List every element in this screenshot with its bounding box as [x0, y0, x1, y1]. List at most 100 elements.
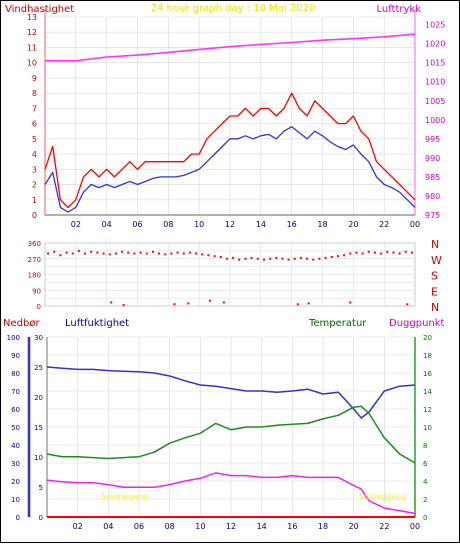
direction-point	[318, 257, 321, 260]
wind-average-line	[44, 126, 416, 213]
pressure-line	[45, 33, 416, 62]
x-tick-label: 18	[317, 220, 327, 229]
x-tick-label: 06	[132, 220, 142, 229]
temperature-tick-label: 2	[423, 496, 427, 504]
x-tick-label: 14	[257, 522, 267, 531]
direction-point	[213, 255, 216, 258]
pressure-tick-label: 995	[425, 135, 440, 144]
temperature-tick-label: 18	[423, 352, 432, 360]
x-tick-label: 12	[226, 522, 236, 531]
direction-tick-label: 90	[32, 287, 41, 295]
direction-point	[219, 256, 222, 258]
direction-point	[361, 252, 364, 255]
direction-point	[269, 257, 272, 260]
x-tick-label: 16	[287, 522, 297, 531]
direction-point	[225, 257, 228, 260]
direction-point	[90, 250, 93, 253]
humidity-tick-label: 5	[39, 484, 43, 492]
direction-point	[275, 256, 278, 259]
precip-tick-label: 20	[11, 478, 20, 486]
direction-point	[122, 304, 125, 307]
x-tick-label: 20	[348, 220, 358, 229]
temperature-line	[46, 405, 416, 464]
direction-point	[299, 256, 302, 259]
wind-tick-label: 7	[32, 104, 37, 113]
direction-point	[47, 252, 50, 255]
direction-point	[208, 299, 211, 302]
direction-point	[404, 250, 407, 253]
direction-tick-label: 270	[28, 256, 41, 264]
x-tick-label: 00	[410, 220, 420, 229]
x-tick-label: 08	[163, 220, 173, 229]
humidity-line	[46, 366, 416, 419]
pressure-axis-title: Lufttrykk	[376, 4, 421, 15]
direction-point	[110, 301, 113, 304]
humidity-tick-label: 20	[34, 394, 43, 402]
direction-tick-label: 360	[28, 240, 41, 248]
dewpoint-line	[46, 472, 416, 515]
compass-label: N	[431, 238, 439, 251]
direction-point	[410, 251, 413, 254]
wind-tick-label: 1	[32, 196, 37, 205]
temperature-tick-label: 12	[423, 406, 432, 414]
pressure-tick-label: 980	[425, 192, 440, 201]
compass-label: E	[431, 285, 438, 298]
direction-point	[121, 250, 124, 253]
precip-tick-label: 60	[11, 406, 20, 414]
direction-point	[71, 252, 74, 255]
direction-point	[406, 303, 409, 306]
temperature-tick-label: 14	[423, 388, 432, 396]
direction-point	[108, 253, 111, 256]
precip-tick-label: 0	[16, 514, 20, 522]
compass-label: S	[431, 270, 438, 283]
direction-point	[232, 256, 235, 259]
direction-point	[262, 258, 265, 261]
direction-tick-label: 180	[28, 272, 41, 280]
direction-point	[158, 252, 161, 255]
x-tick-label: 00	[410, 522, 420, 531]
direction-point	[164, 253, 167, 256]
direction-point	[336, 255, 339, 258]
wind-tick-label: 10	[27, 59, 37, 68]
direction-point	[256, 257, 259, 260]
humidity-tick-label: 15	[34, 424, 43, 432]
direction-point	[330, 256, 333, 258]
direction-point	[373, 251, 376, 254]
wind-tick-label: 6	[32, 120, 37, 129]
wind-tick-label: 11	[27, 43, 37, 52]
temperature-axis-title: Temperatur	[308, 318, 367, 329]
precip-tick-label: 100	[7, 334, 20, 342]
humidity-tick-label: 10	[34, 454, 43, 462]
wind-tick-label: 12	[27, 28, 37, 37]
direction-point	[170, 252, 173, 255]
precip-tick-label: 30	[11, 460, 20, 468]
pressure-tick-label: 1020	[425, 40, 445, 49]
direction-point	[349, 252, 352, 255]
direction-point	[139, 251, 142, 254]
direction-point	[307, 302, 310, 305]
direction-point	[187, 302, 190, 305]
direction-tick-label: 0	[37, 303, 41, 311]
wind-tick-label: 3	[32, 165, 37, 174]
precip-tick-label: 90	[11, 352, 20, 360]
x-tick-label: 02	[73, 522, 83, 531]
chart-title: 24 hour graph day : 10 Mai 2020	[151, 3, 316, 14]
humidity-tick-label: 30	[34, 334, 43, 342]
precip-axis-title: Nedbør	[3, 318, 40, 329]
sunset-label: Solnedgang	[359, 492, 406, 501]
x-tick-label: 06	[134, 522, 144, 531]
x-tick-label: 18	[318, 522, 328, 531]
wind-tick-label: 5	[32, 135, 37, 144]
precip-tick-label: 40	[11, 442, 20, 450]
humidity-tick-label: 0	[39, 514, 43, 522]
direction-point	[182, 252, 185, 255]
direction-point	[133, 252, 136, 255]
direction-point	[195, 252, 198, 255]
direction-point	[238, 258, 241, 261]
wind-tick-label: 0	[32, 211, 37, 220]
x-tick-label: 16	[287, 220, 297, 229]
x-tick-label: 08	[165, 522, 175, 531]
temperature-tick-label: 8	[423, 442, 427, 450]
x-tick-label: 02	[71, 220, 81, 229]
